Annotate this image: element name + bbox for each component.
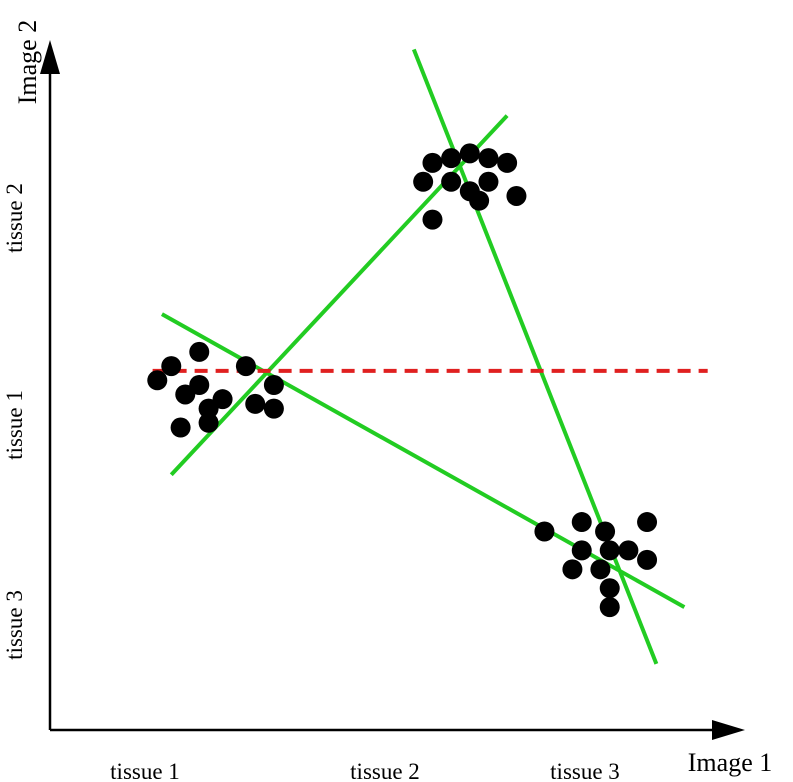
data-point [459, 143, 480, 164]
data-point [212, 389, 233, 410]
data-point [595, 521, 616, 542]
data-point [189, 375, 210, 395]
data-point [599, 597, 620, 618]
data-point [198, 398, 219, 419]
data-point [637, 512, 658, 533]
data-point [637, 549, 658, 570]
x-tick-label-1: tissue 1 [110, 759, 180, 782]
data-point [478, 171, 499, 192]
data-point [422, 209, 443, 230]
x-tick-label-2: tissue 2 [350, 759, 420, 782]
data-point [198, 412, 219, 433]
data-point [590, 559, 611, 580]
data-point [506, 185, 527, 206]
data-point [189, 341, 210, 362]
x-axis-title: Image 1 [688, 748, 772, 777]
data-point [618, 540, 639, 561]
data-point [599, 540, 620, 561]
fit-lines [152, 48, 708, 665]
data-point [441, 148, 462, 169]
axes [40, 40, 745, 740]
y-tick-label-1: tissue 3 [2, 590, 27, 660]
y-tick-label-3: tissue 2 [2, 183, 27, 253]
x-tick-label-3: tissue 3 [550, 759, 620, 782]
data-point [599, 578, 620, 599]
y-tick-label-2: tissue 1 [2, 390, 27, 460]
labels: Image 1 Image 2 tissue 1 tissue 2 tissue… [2, 20, 772, 782]
x-axis-arrow [712, 720, 745, 740]
data-point [175, 384, 196, 405]
y-axis-arrow [40, 40, 60, 74]
data-point [469, 190, 490, 211]
data-point [245, 393, 266, 414]
data-point [441, 171, 462, 192]
fit-line-1 [169, 114, 509, 477]
data-point [571, 540, 592, 561]
data-points [147, 143, 658, 618]
data-point [263, 398, 284, 419]
data-point [170, 417, 191, 438]
data-point [571, 512, 592, 533]
data-point [562, 559, 583, 580]
data-point [422, 152, 443, 173]
data-point [478, 148, 499, 169]
data-point [413, 171, 434, 192]
data-point [147, 370, 168, 391]
data-point [235, 356, 256, 377]
data-point [497, 152, 518, 173]
data-point [263, 375, 284, 395]
data-point [161, 356, 182, 377]
y-axis-title: Image 2 [13, 20, 42, 104]
data-point [534, 521, 555, 542]
